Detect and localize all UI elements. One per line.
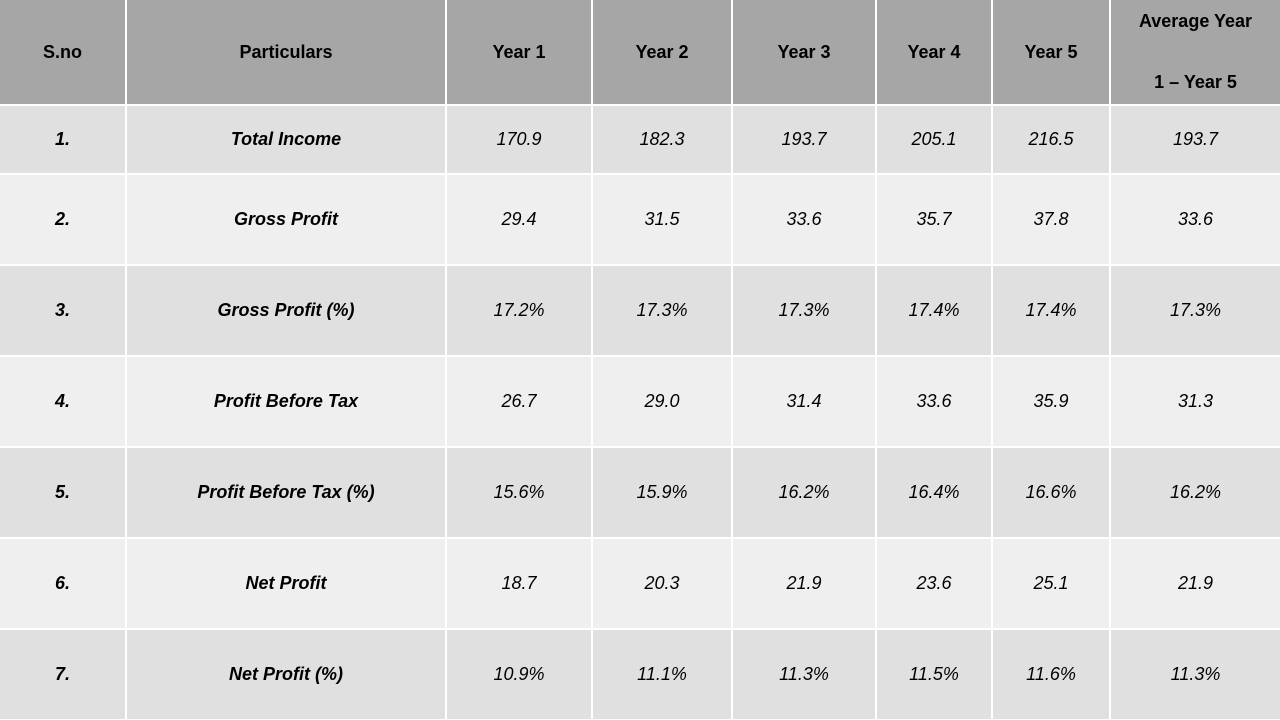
row-number: 1. xyxy=(0,106,125,173)
value-cell: 170.9 xyxy=(447,106,591,173)
value-cell: 31.5 xyxy=(593,175,731,264)
value-cell: 15.6% xyxy=(447,448,591,537)
value-cell: 11.3% xyxy=(733,630,875,719)
row-number: 7. xyxy=(0,630,125,719)
value-cell: 17.3% xyxy=(593,266,731,355)
header-cell: Year 2 xyxy=(593,0,731,104)
value-cell: 11.3% xyxy=(1111,630,1280,719)
row-label: Total Income xyxy=(127,106,445,173)
header-cell: Average Year 1 – Year 5 xyxy=(1111,0,1280,104)
value-cell: 35.7 xyxy=(877,175,991,264)
value-cell: 29.4 xyxy=(447,175,591,264)
header-cell: Year 3 xyxy=(733,0,875,104)
value-cell: 31.4 xyxy=(733,357,875,446)
value-cell: 17.2% xyxy=(447,266,591,355)
value-cell: 16.2% xyxy=(1111,448,1280,537)
value-cell: 20.3 xyxy=(593,539,731,628)
value-cell: 205.1 xyxy=(877,106,991,173)
value-cell: 11.1% xyxy=(593,630,731,719)
row-number: 5. xyxy=(0,448,125,537)
row-label: Net Profit xyxy=(127,539,445,628)
header-cell: S.no xyxy=(0,0,125,104)
value-cell: 193.7 xyxy=(733,106,875,173)
value-cell: 33.6 xyxy=(877,357,991,446)
header-text: 1 – Year 5 xyxy=(1154,72,1237,92)
row-label: Gross Profit (%) xyxy=(127,266,445,355)
row-number: 6. xyxy=(0,539,125,628)
value-cell: 11.6% xyxy=(993,630,1109,719)
value-cell: 33.6 xyxy=(1111,175,1280,264)
value-cell: 23.6 xyxy=(877,539,991,628)
header-cell: Particulars xyxy=(127,0,445,104)
value-cell: 25.1 xyxy=(993,539,1109,628)
value-cell: 17.3% xyxy=(733,266,875,355)
value-cell: 37.8 xyxy=(993,175,1109,264)
value-cell: 31.3 xyxy=(1111,357,1280,446)
value-cell: 193.7 xyxy=(1111,106,1280,173)
value-cell: 35.9 xyxy=(993,357,1109,446)
row-label: Gross Profit xyxy=(127,175,445,264)
value-cell: 18.7 xyxy=(447,539,591,628)
value-cell: 11.5% xyxy=(877,630,991,719)
header-text: Average Year xyxy=(1138,11,1253,31)
row-label: Profit Before Tax xyxy=(127,357,445,446)
value-cell: 182.3 xyxy=(593,106,731,173)
row-number: 2. xyxy=(0,175,125,264)
row-label: Net Profit (%) xyxy=(127,630,445,719)
value-cell: 216.5 xyxy=(993,106,1109,173)
header-cell: Year 1 xyxy=(447,0,591,104)
value-cell: 21.9 xyxy=(1111,539,1280,628)
value-cell: 17.3% xyxy=(1111,266,1280,355)
value-cell: 26.7 xyxy=(447,357,591,446)
value-cell: 15.9% xyxy=(593,448,731,537)
value-cell: 29.0 xyxy=(593,357,731,446)
value-cell: 17.4% xyxy=(993,266,1109,355)
header-cell: Year 5 xyxy=(993,0,1109,104)
value-cell: 16.6% xyxy=(993,448,1109,537)
header-cell: Year 4 xyxy=(877,0,991,104)
value-cell: 17.4% xyxy=(877,266,991,355)
row-number: 3. xyxy=(0,266,125,355)
value-cell: 33.6 xyxy=(733,175,875,264)
value-cell: 16.4% xyxy=(877,448,991,537)
row-number: 4. xyxy=(0,357,125,446)
value-cell: 10.9% xyxy=(447,630,591,719)
row-label: Profit Before Tax (%) xyxy=(127,448,445,537)
value-cell: 21.9 xyxy=(733,539,875,628)
value-cell: 16.2% xyxy=(733,448,875,537)
